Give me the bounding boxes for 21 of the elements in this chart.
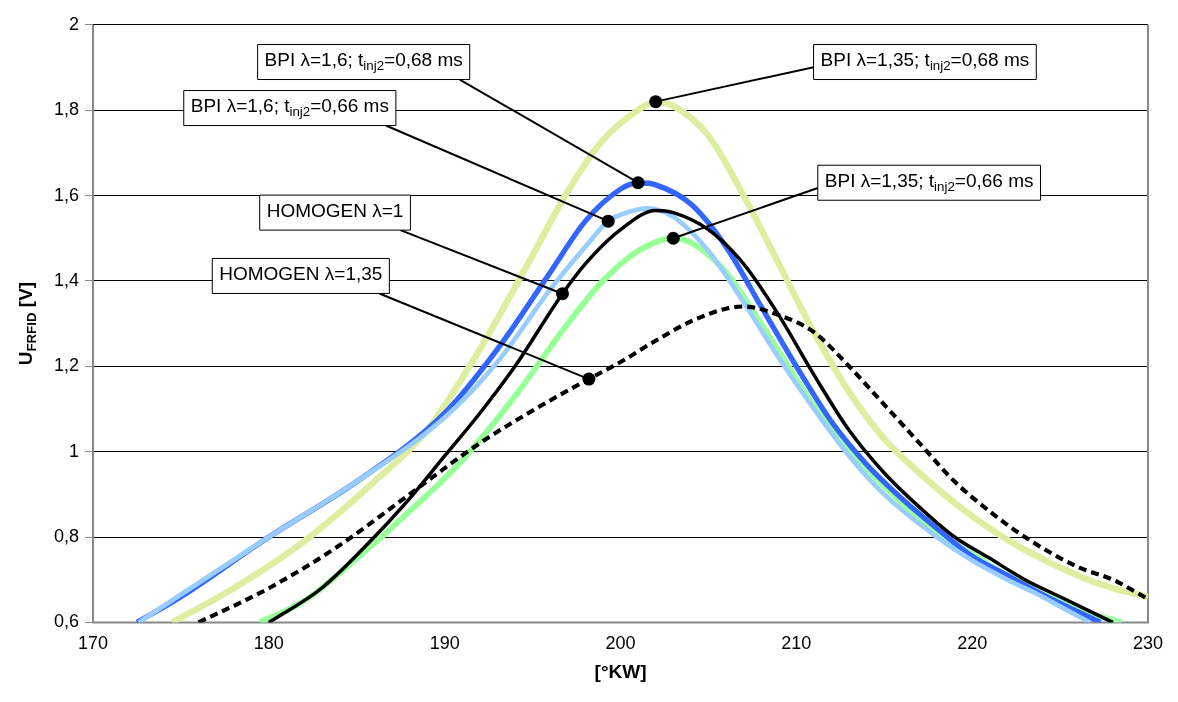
x-tick-label: 200	[605, 633, 636, 654]
y-tick-label: 0,6	[53, 611, 80, 632]
point	[555, 287, 569, 301]
x-tick-label: 180	[253, 633, 284, 654]
x-tick-label: 170	[78, 633, 109, 654]
y-tick-label: 1	[69, 440, 80, 461]
x-axis-title: [°KW]	[594, 660, 647, 682]
x-tick-label: 210	[781, 633, 812, 654]
x-tick-label: 190	[429, 633, 460, 654]
y-tick-label: 1,6	[53, 184, 80, 205]
y-tick-label: 0,8	[53, 526, 80, 546]
x-tick-label: 220	[957, 633, 988, 654]
point	[582, 372, 596, 386]
y-tick-label: 1,2	[53, 355, 80, 376]
y-tick-label: 2	[69, 13, 80, 34]
y-axis-title: UFRFID [V]	[15, 281, 40, 366]
text: HOMOGEN λ=1,35	[219, 263, 383, 285]
x-tick-label: 230	[1132, 633, 1164, 654]
text: HOMOGEN λ=1	[266, 199, 404, 221]
y-tick-label: 1,8	[53, 99, 80, 120]
y-tick-label: 1,4	[53, 269, 80, 290]
